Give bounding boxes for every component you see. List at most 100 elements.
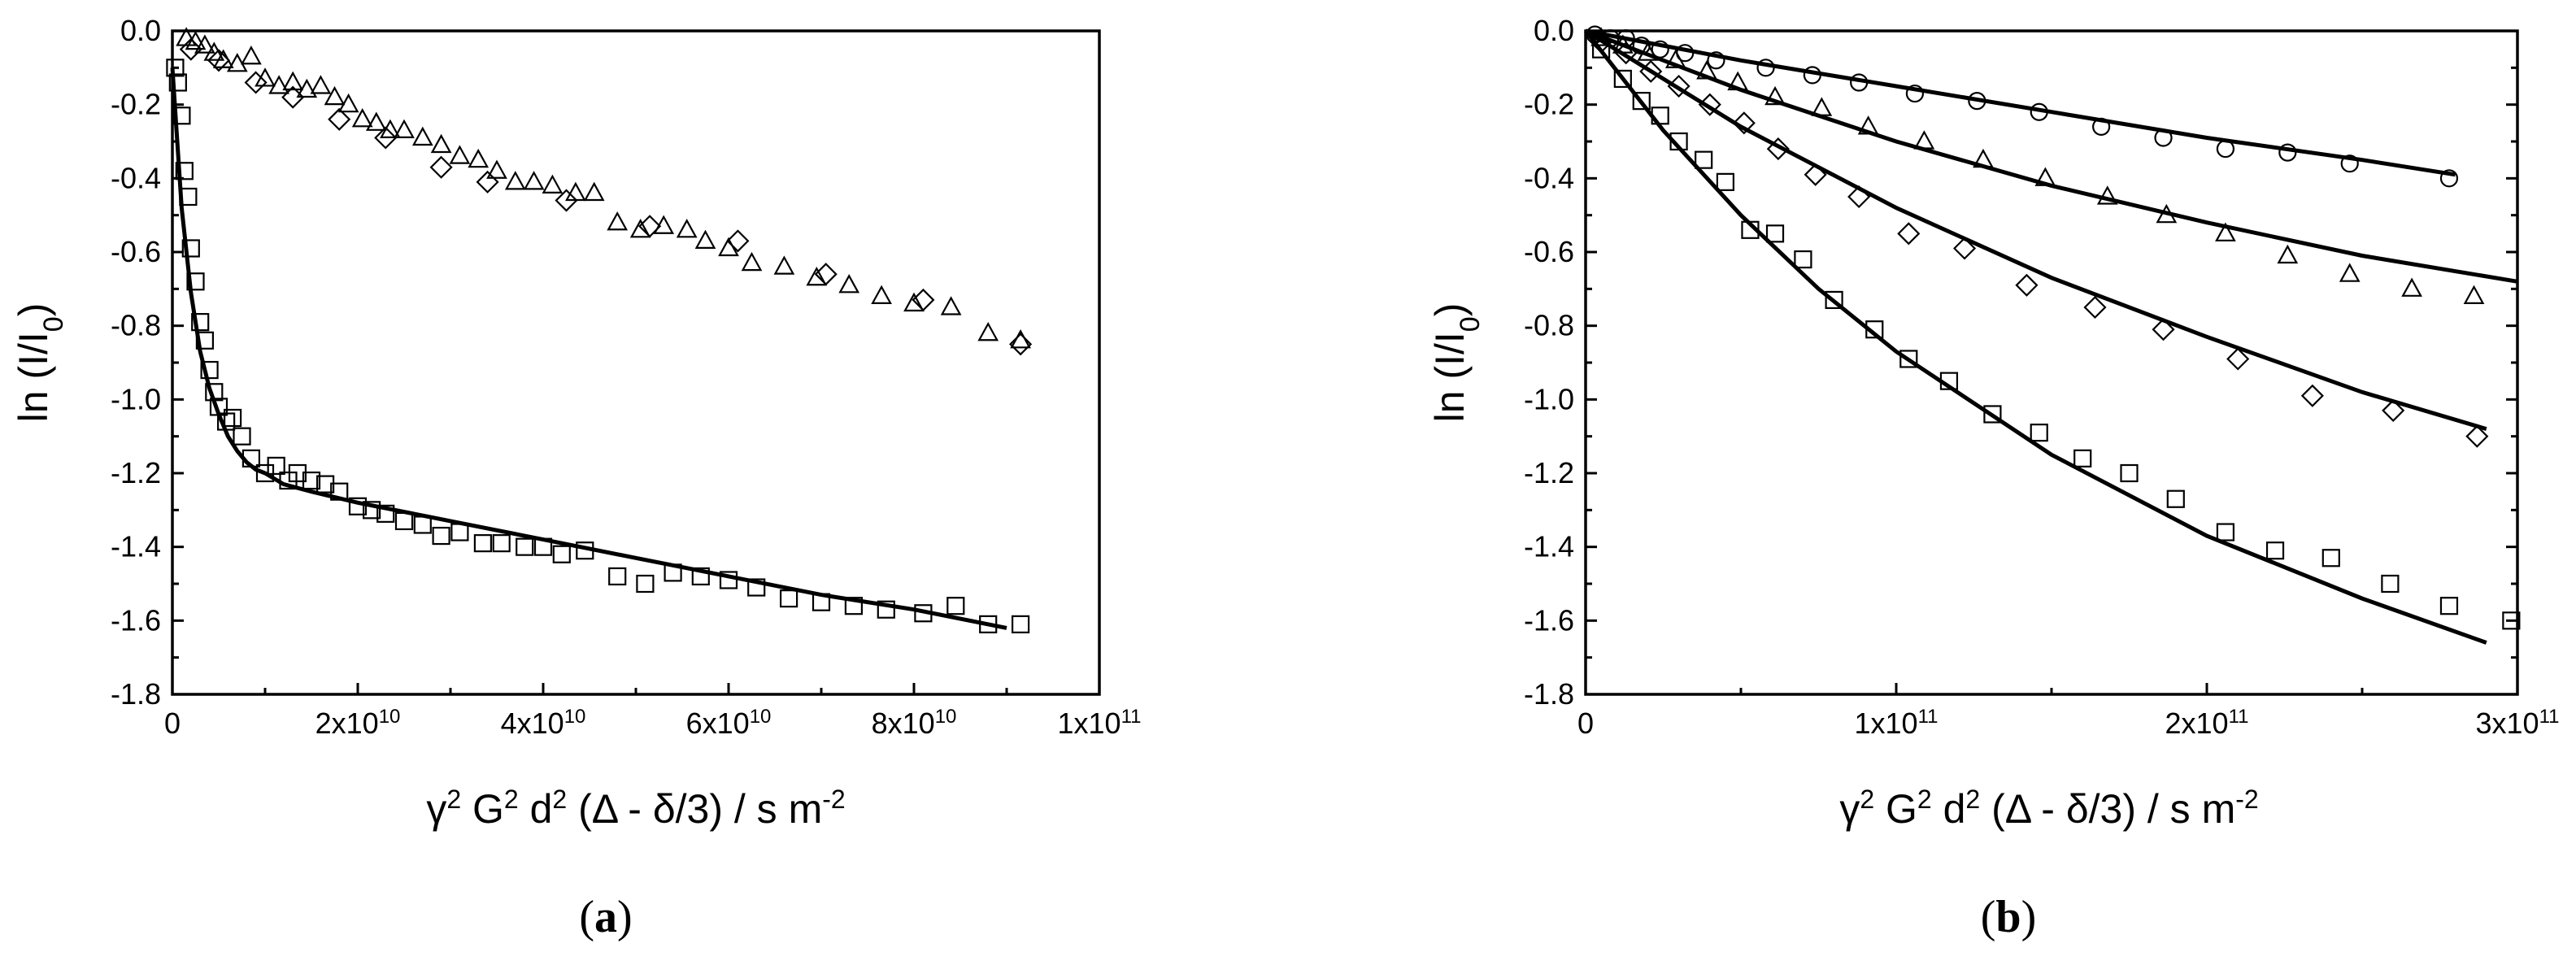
panel-a-triangles-point — [871, 285, 892, 304]
panel-a-y-tick-label: -1.0 — [111, 382, 161, 415]
panel-a-triangles-point — [380, 119, 401, 138]
panel-a-diamonds-point — [814, 263, 838, 286]
panel-a-diamonds-point — [912, 288, 935, 311]
panel-b-diamonds-point — [1698, 93, 1721, 116]
panel-b-circles-point — [1968, 92, 1986, 111]
panel-a-squares-point — [747, 578, 766, 597]
panel-a-triangles-point — [903, 292, 925, 312]
panel-a-triangles-point — [365, 111, 387, 131]
panel-b-triangles-point — [1664, 49, 1686, 68]
panel-b-squares-point — [1591, 40, 1611, 59]
panel-b-circles-point — [1651, 40, 1669, 59]
panel-a-diamonds-point — [638, 215, 662, 238]
panel-a-x-tick-label: 2x1010 — [315, 706, 401, 741]
panel-a-triangles-point — [282, 71, 304, 91]
panel-b-y-tick-label: 0.0 — [1534, 14, 1574, 47]
panel-a-triangles-point — [468, 148, 490, 168]
panel-b-diamonds-point — [2152, 318, 2175, 341]
panel-a-y-tick-label: -0.2 — [111, 88, 161, 121]
panel-a-squares-point — [979, 615, 998, 633]
panel-a-squares-point — [233, 427, 251, 446]
panel-b-squares-point — [1794, 250, 1812, 269]
panel-a-triangles-point — [351, 108, 373, 128]
panel-b-diamonds-point — [1847, 185, 1871, 209]
panel-a-triangles-point — [694, 229, 716, 249]
panel-a-squares-point — [719, 571, 738, 589]
panel-b-circles-point — [1850, 73, 1869, 92]
panel-a-triangles-point — [337, 93, 359, 113]
panel-b-fit-diamonds-line — [1584, 28, 2487, 431]
panel-b-squares-point — [1613, 69, 1632, 89]
panel-a-diamonds-point — [476, 170, 499, 194]
panel-b-marks — [1584, 25, 2521, 645]
panel-b-diamonds-point — [1639, 59, 1663, 83]
panel-a-squares-point — [224, 408, 242, 428]
panel-b-y-tick-label: -1.2 — [1524, 456, 1574, 489]
panel-b-triangles-point — [1857, 115, 1879, 135]
panel-b-triangles-point — [2096, 185, 2118, 205]
panel-a-triangles-point — [324, 85, 346, 106]
panel-b-circles-point — [2092, 117, 2111, 136]
panel-b-diamonds-point — [1732, 111, 1756, 135]
panel-b-fit-squares-line — [1584, 29, 2487, 645]
panel-a-diamonds-point — [726, 229, 750, 253]
panel-b-x-tick-label: 1x1011 — [1855, 706, 1939, 741]
panel-a-triangles-point — [486, 159, 507, 179]
panel-a-fit-a-line — [170, 67, 1007, 630]
panel-b-y-tick-label: -0.6 — [1524, 235, 1574, 268]
panel-a-triangles-point — [411, 126, 433, 146]
panel-a-label: (a) — [579, 892, 632, 942]
panel-a-axes: 0 2x1010 4x1010 6x1010 8x1010 1x1011 0.0 -0.2 -0… — [111, 14, 1142, 740]
panel-a-squares-point — [516, 537, 534, 556]
panel-b-circles-point — [1756, 59, 1775, 77]
panel-b-squares-point — [1865, 320, 1884, 339]
panel-b-squares-point — [1983, 405, 2002, 424]
panel-a-squares-point — [179, 187, 198, 207]
panel-a-triangles-point — [806, 266, 828, 286]
panel-b-fit-triangles-line — [1585, 28, 2518, 284]
panel-b-diamonds-point — [2226, 347, 2250, 371]
panel-a-triangles-point — [241, 45, 262, 65]
panel-a-y-tick-label: -1.2 — [111, 456, 161, 489]
panel-b-diamonds-point — [2465, 424, 2489, 448]
panel-a-triangles-point — [977, 321, 999, 341]
panel-a-squares-point — [664, 563, 682, 582]
panel-a-squares-point — [779, 589, 798, 608]
panel-a-squares-point — [330, 482, 349, 501]
panel-a-squares-point — [492, 534, 511, 553]
panel-b-triangles-point — [2401, 277, 2422, 297]
panel-a-squares-point — [576, 541, 594, 560]
panel-a-squares-point — [166, 59, 185, 77]
panel-a-triangles-point — [653, 215, 675, 234]
panel-a-triangles-point — [583, 181, 605, 202]
panel-a-squares-point — [413, 515, 432, 534]
panel-a-diamonds-point — [374, 126, 398, 150]
panel-b-y-tick-label: -1.4 — [1524, 530, 1574, 563]
panel-a-squares-point — [175, 162, 194, 180]
panel-a-diamonds-point — [281, 85, 305, 109]
panel-a-squares-point — [394, 511, 414, 531]
panel-b-label: (b) — [1981, 892, 2036, 942]
panel-a-squares-point — [186, 272, 205, 291]
panel-a-squares-point — [450, 523, 469, 541]
panel-a-squares-point — [242, 449, 260, 467]
panel-a-triangles-point — [310, 75, 332, 94]
panel-a-squares-point — [473, 534, 493, 553]
panel-a-triangles-point — [542, 174, 564, 194]
panel-a-triangles-point — [676, 219, 698, 238]
panel-b-triangles-point — [2277, 244, 2299, 264]
panel-a-triangles-point — [523, 171, 545, 190]
panel-a-squares-point — [1011, 615, 1030, 633]
panel-b-squares-point — [1899, 350, 1918, 368]
panel-b-triangles-point — [2339, 263, 2361, 282]
panel-b-circles-point — [2278, 143, 2297, 162]
panel-b-squares-point — [1716, 172, 1734, 191]
panel-a-marks — [166, 27, 1033, 633]
panel-b-diamonds-point — [1766, 137, 1790, 161]
panel-a-squares-point — [533, 537, 553, 556]
panel-a-y-tick-label: -1.4 — [111, 530, 161, 563]
panel-a-y-tick-label: -1.8 — [111, 677, 161, 711]
panel-b-squares-point — [1632, 92, 1651, 111]
panel-a-triangles-point — [838, 274, 860, 294]
panel-a-squares-point — [181, 239, 200, 258]
